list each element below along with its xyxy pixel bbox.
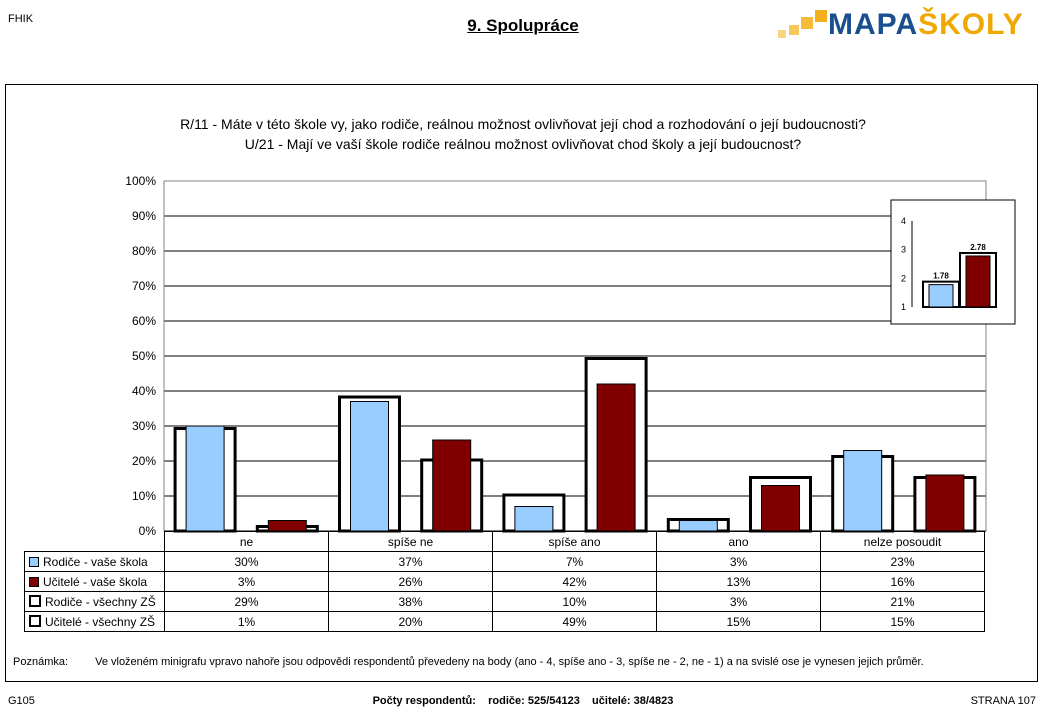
bar-Rodiče - vaše škola	[678, 520, 718, 532]
mini-bar-Rodiče	[928, 284, 954, 308]
value-cell: 23%	[820, 551, 985, 572]
legend-key-icon	[29, 576, 39, 587]
footer-code: G105	[8, 695, 35, 707]
legend-key-icon	[29, 556, 39, 567]
page-number: STRANA 107	[970, 695, 1036, 707]
table-header-row: ne spíše ne spíše ano ano nelze posoudit	[24, 531, 985, 552]
value-cell: 49%	[492, 611, 657, 632]
value-cell: 1%	[164, 611, 329, 632]
mini-y-tick-label: 1	[901, 302, 906, 312]
series-name: Učitelé - všechny ZŠ	[45, 614, 156, 629]
y-tick-label: 70%	[132, 279, 156, 293]
mini-y-tick-label: 3	[901, 245, 906, 255]
bar-Učitelé - vaše škola	[925, 474, 965, 532]
bar-Učitelé - vaše škola	[432, 439, 472, 532]
value-cell: 10%	[492, 591, 657, 612]
note: Poznámka: Ve vloženém minigrafu vpravo n…	[13, 656, 924, 668]
y-tick-label: 90%	[132, 209, 156, 223]
value-cell: 37%	[328, 551, 493, 572]
value-cell: 15%	[820, 611, 985, 632]
y-tick-label: 60%	[132, 314, 156, 328]
legend-key-icon	[29, 594, 41, 607]
series-name: Učitelé - vaše škola	[43, 574, 148, 589]
value-cell: 13%	[656, 571, 821, 592]
bar-Rodiče - vaše škola	[843, 450, 883, 532]
series-label: Učitelé - všechny ZŠ	[24, 611, 165, 632]
logo-square-icon	[815, 10, 827, 22]
bar-Rodiče - vaše škola	[185, 425, 225, 532]
chart-frame	[5, 84, 1038, 682]
data-table: ne spíše ne spíše ano ano nelze posoudit Rodi…	[24, 531, 985, 632]
table-row: Rodiče - vaše škola 30% 37% 7% 3% 23%	[24, 551, 985, 572]
value-cell: 3%	[656, 591, 821, 612]
bar-Učitelé - vaše škola	[761, 485, 800, 532]
note-text: Ve vloženém minigrafu vpravo nahoře jsou…	[95, 656, 924, 668]
series-label: Rodiče - vaše škola	[24, 551, 165, 572]
category-label: spíše ano	[492, 531, 657, 552]
value-cell: 16%	[820, 571, 985, 592]
legend-key-icon	[29, 614, 41, 627]
y-tick-label: 40%	[132, 384, 156, 398]
value-cell: 30%	[164, 551, 329, 572]
table-row: Učitelé - vaše škola 3% 26% 42% 13% 16%	[24, 571, 985, 592]
value-cell: 29%	[164, 591, 329, 612]
value-cell: 38%	[328, 591, 493, 612]
page-title: 9. Spolupráce	[0, 16, 1046, 36]
mini-bar-Učitelé	[965, 255, 991, 308]
corner-code: FHIK	[8, 13, 34, 25]
mini-y-tick-label: 2	[901, 273, 906, 283]
logo-square-icon	[778, 30, 786, 38]
y-tick-label: 10%	[132, 489, 156, 503]
value-cell: 42%	[492, 571, 657, 592]
value-cell: 26%	[328, 571, 493, 592]
page-title-text: 9. Spolupráce	[467, 16, 579, 35]
series-label: Učitelé - vaše škola	[24, 571, 165, 592]
category-label: nelze posoudit	[820, 531, 985, 552]
question-text: R/11 - Máte v této škole vy, jako rodiče…	[10, 114, 1036, 154]
series-name: Rodiče - všechny ZŠ	[45, 594, 156, 609]
category-label: ne	[164, 531, 329, 552]
logo-square-icon	[789, 25, 799, 35]
mini-data-label: 1.78	[933, 272, 949, 281]
logo-wordmark: MAPAŠKOLY	[828, 8, 1024, 41]
category-label: ano	[656, 531, 821, 552]
y-tick-label: 80%	[132, 244, 156, 258]
mapaskoly-logo: MAPAŠKOLY	[778, 8, 1028, 44]
value-cell: 15%	[656, 611, 821, 632]
mini-y-tick-label: 4	[901, 216, 906, 226]
table-row: Učitelé - všechny ZŠ 1% 20% 49% 15% 15%	[24, 611, 985, 632]
logo-square-icon	[801, 17, 813, 29]
mini-data-label: 2.78	[970, 243, 986, 252]
y-tick-label: 50%	[132, 349, 156, 363]
series-label: Rodiče - všechny ZŠ	[24, 591, 165, 612]
bar-Učitelé - vaše škola	[267, 520, 307, 532]
y-tick-label: 20%	[132, 454, 156, 468]
series-name: Rodiče - vaše škola	[43, 554, 148, 569]
question-line-2: U/21 - Mají ve vaší škole rodiče reálnou…	[244, 136, 802, 152]
bar-Rodiče - vaše škola	[514, 506, 554, 532]
table-row: Rodiče - všechny ZŠ 29% 38% 10% 3% 21%	[24, 591, 985, 612]
value-cell: 20%	[328, 611, 493, 632]
table-corner-cell	[24, 531, 165, 552]
category-label: spíše ne	[328, 531, 493, 552]
value-cell: 7%	[492, 551, 657, 572]
respondent-counts: Počty respondentů: rodiče: 525/54123 uči…	[372, 695, 674, 707]
value-cell: 3%	[164, 571, 329, 592]
bar-Rodiče - vaše škola	[350, 401, 389, 532]
bar-Učitelé - vaše škola	[596, 383, 636, 532]
question-line-1: R/11 - Máte v této škole vy, jako rodiče…	[180, 116, 866, 132]
value-cell: 21%	[820, 591, 985, 612]
y-tick-label: 100%	[125, 174, 156, 188]
note-label: Poznámka:	[13, 656, 69, 668]
value-cell: 3%	[656, 551, 821, 572]
y-tick-label: 30%	[132, 419, 156, 433]
